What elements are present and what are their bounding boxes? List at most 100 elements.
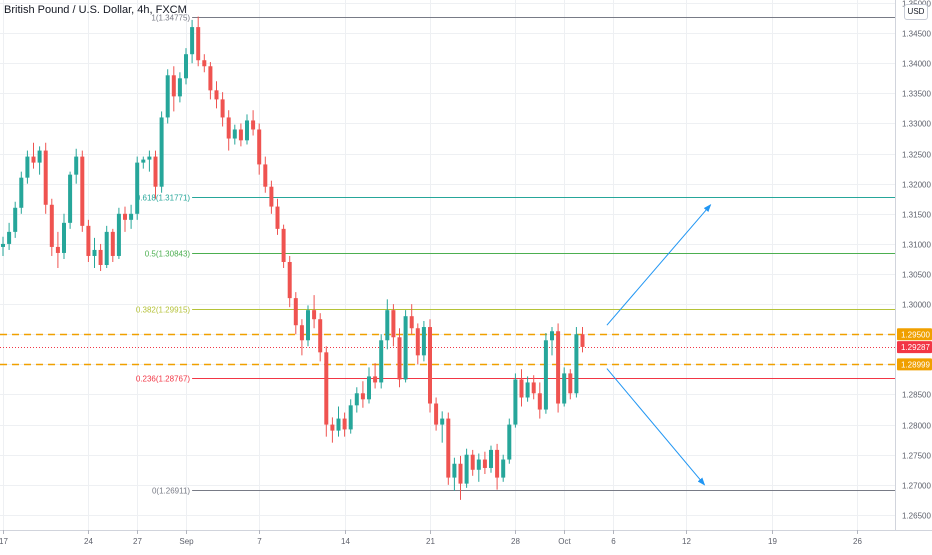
candle-body [513, 379, 518, 425]
candle-body [287, 261, 292, 299]
level-tag-lower: 1.28999 [901, 360, 930, 369]
candle-body [409, 316, 414, 329]
candle-body [171, 75, 176, 97]
price-tick-label: 1.32000 [902, 181, 931, 190]
candle-body [116, 213, 121, 256]
candle-body [196, 27, 201, 61]
time-tick-label: 26 [853, 537, 862, 546]
price-tick-label: 1.26500 [902, 512, 931, 521]
candle-body [342, 418, 347, 430]
candle-body [263, 164, 268, 187]
candle-body [299, 325, 304, 341]
candle-body [568, 373, 573, 394]
time-axis[interactable]: 17 24 27 Sep 7 14 21 28 Oct 6 12 19 26 [0, 530, 862, 546]
candle-body [306, 310, 310, 341]
candle-body [1, 243, 5, 247]
projection-arrow [606, 368, 706, 486]
last-price-tag: 1.29287 [901, 343, 930, 352]
candle-body [147, 156, 152, 160]
level-tag-lower-bg [897, 358, 932, 371]
price-tick-label: 1.32500 [902, 151, 931, 160]
candle-body [7, 231, 12, 244]
candle-body [257, 129, 262, 165]
symbol-title: British Pound / U.S. Dollar, 4h, FXCM [4, 4, 187, 16]
candle-body [208, 66, 213, 91]
candle-body [562, 373, 567, 404]
candle-body [415, 328, 420, 356]
candle-body [537, 393, 542, 410]
candle-body [98, 249, 103, 265]
time-tick-label: 12 [682, 537, 691, 546]
candle-body [348, 405, 353, 430]
level-tag-upper: 1.29500 [901, 330, 930, 339]
candle-body [190, 27, 195, 55]
horizontal-levels[interactable] [0, 333, 895, 366]
fibonacci-retracement[interactable]: 1(1.34775) 0.618(1.31771) 0.5(1.30843) 0.38… [136, 14, 895, 496]
candle-body [269, 186, 274, 207]
candle-body [135, 162, 140, 214]
currency-button[interactable]: USD [904, 4, 928, 20]
time-tick-label: 24 [84, 537, 93, 546]
trend-arrows[interactable] [606, 204, 712, 486]
candle-body [37, 150, 42, 163]
candle-body [141, 159, 146, 163]
candle-body [525, 382, 530, 398]
time-tick-label: 6 [611, 537, 616, 546]
candle-body [373, 376, 378, 383]
candle-body [31, 156, 36, 163]
candle-body [275, 206, 280, 229]
fib-level-label: 0(1.26911) [152, 487, 190, 496]
price-tick-label: 1.31500 [902, 211, 931, 220]
candle-body [68, 174, 73, 223]
candle-body [165, 75, 170, 118]
price-tick-label: 1.27000 [902, 482, 931, 491]
candle-body [232, 129, 237, 139]
candle-body [324, 352, 329, 425]
time-tick-label: Oct [558, 537, 571, 546]
fib-level-label: 0.236(1.28767) [136, 375, 191, 384]
candle-body [177, 78, 182, 97]
candle-body [62, 222, 66, 253]
price-tick-label: 1.30500 [902, 271, 931, 280]
candle-body [360, 393, 365, 400]
price-tick-label: 1.27500 [902, 452, 931, 461]
candle-body [543, 340, 548, 410]
price-tick-label: 1.33000 [902, 120, 931, 129]
time-tick-label: Sep [179, 537, 194, 546]
candle-body [49, 204, 54, 247]
candle-body [495, 449, 500, 478]
candle-body [403, 316, 408, 380]
price-tick-label: 1.34000 [902, 60, 931, 69]
candle-body [446, 418, 451, 478]
candle-body [214, 90, 219, 100]
price-tick-label: 1.33500 [902, 90, 931, 99]
candle-body [184, 54, 188, 79]
candle-body [507, 424, 512, 460]
candle-body [123, 213, 127, 220]
time-tick-label: 17 [0, 537, 8, 546]
candle-body [434, 403, 439, 425]
candle-body [489, 449, 493, 468]
candle-body [55, 246, 60, 253]
price-tags: 1.29500 1.29287 1.28999 [897, 328, 932, 371]
price-tick-label: 1.30000 [902, 301, 931, 310]
grid-lines [0, 0, 895, 530]
candle-body [550, 331, 554, 341]
candle-body [440, 418, 445, 425]
candle-body [312, 310, 317, 320]
candle-body [501, 459, 506, 478]
price-tick-label: 1.34500 [902, 30, 931, 39]
time-tick-label: 19 [768, 537, 777, 546]
candles [1, 16, 585, 500]
candle-body [330, 424, 335, 431]
candle-body [452, 463, 457, 478]
candle-body [281, 228, 286, 262]
candle-body [470, 454, 475, 470]
fib-level-label: 1(1.34775) [151, 14, 190, 23]
candle-body [104, 231, 109, 265]
candle-body [92, 249, 97, 256]
price-tick-label: 1.28500 [902, 391, 931, 400]
projection-arrow [606, 204, 712, 326]
